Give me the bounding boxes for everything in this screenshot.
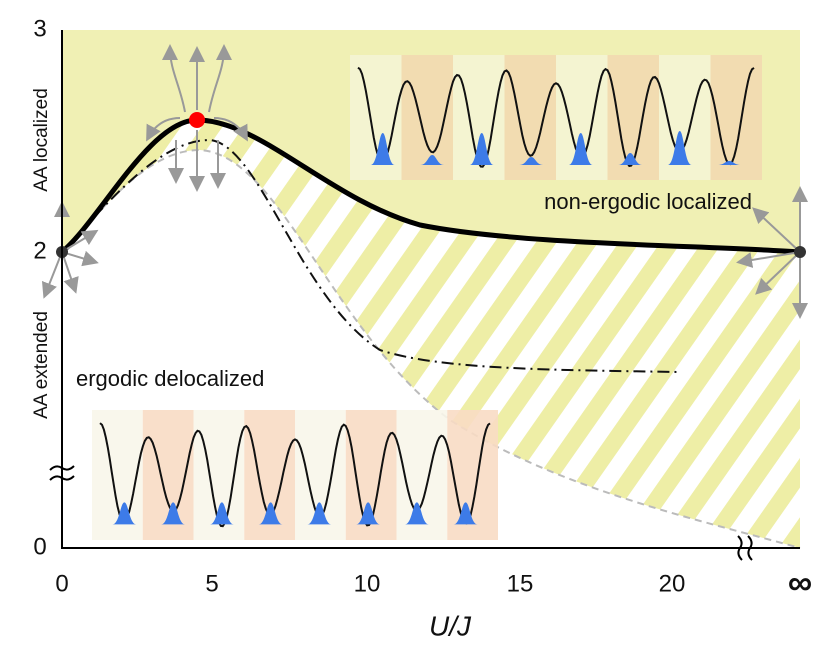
wavepacket — [209, 502, 234, 525]
x-tick-label: 15 — [507, 570, 534, 597]
x-tick-label: 5 — [205, 570, 218, 597]
wavepacket — [307, 502, 332, 525]
wavepacket — [112, 502, 137, 525]
wavepacket — [453, 502, 478, 525]
region-label: ergodic delocalized — [76, 366, 264, 391]
y-tick-label: 3 — [33, 15, 46, 42]
flow-arrows — [41, 44, 808, 319]
y-axis-break — [49, 465, 75, 481]
x-tick-label: 20 — [659, 570, 686, 597]
plot-area: non-ergodic localized ergodic delocalize… — [41, 30, 808, 549]
wavepacket — [618, 153, 643, 165]
lattice-inset-localized — [350, 55, 762, 180]
y-axis-label: AA localized — [31, 88, 52, 192]
critical-point — [189, 112, 205, 128]
dashed-boundary — [61, 148, 801, 549]
potential — [357, 66, 755, 168]
lattice-inset-extended — [92, 410, 498, 540]
x-tick-label: 10 — [354, 570, 381, 597]
wavepacket — [717, 161, 742, 165]
x-tick-label: 0 — [55, 570, 68, 597]
fixed-point — [794, 246, 806, 258]
lattice-cell — [92, 410, 143, 540]
lattice-cell — [447, 410, 498, 540]
wavepacket — [404, 502, 429, 525]
wavepacket — [370, 133, 395, 165]
wavepacket — [420, 155, 445, 165]
y-tick-label: 0 — [33, 533, 46, 560]
wavepacket — [258, 502, 283, 525]
y-axis-label: AA extended — [31, 311, 52, 419]
lattice-cell — [710, 55, 762, 180]
wavepacket — [161, 502, 186, 525]
dash-dot-curve — [61, 138, 681, 373]
phase-boundary — [60, 117, 801, 255]
wavepacket — [356, 502, 381, 525]
wavepacket — [519, 157, 544, 165]
wavepacket — [667, 131, 692, 165]
wavepacket — [568, 133, 593, 165]
potential — [99, 422, 491, 528]
x-tick-label: ∞ — [788, 564, 812, 602]
x-axis-break — [737, 535, 753, 561]
x-axis-label: U/J — [429, 610, 472, 641]
axes — [61, 30, 800, 549]
wavepacket — [469, 133, 494, 165]
y-tick-label: 2 — [33, 237, 46, 264]
region-label: non-ergodic localized — [544, 189, 752, 214]
